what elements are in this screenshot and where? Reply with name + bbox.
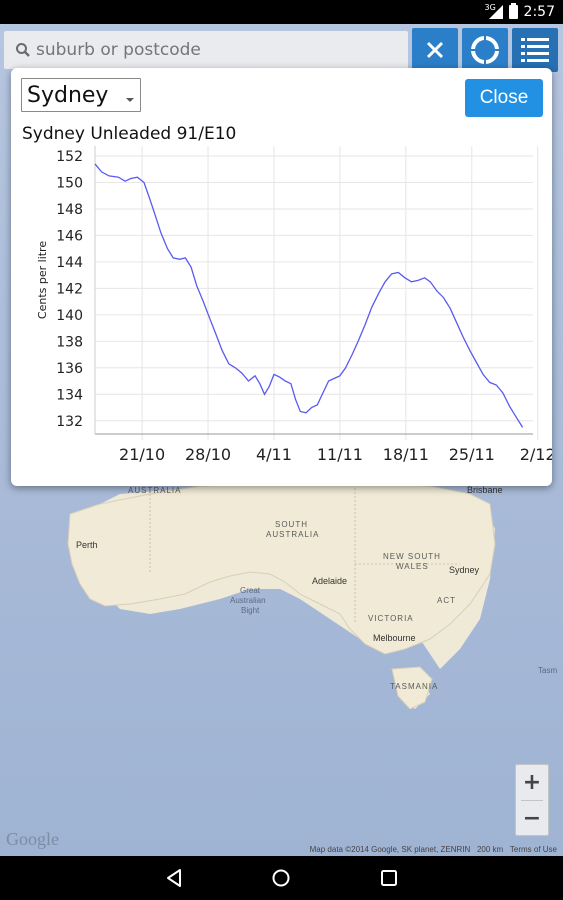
search-box bbox=[4, 31, 408, 69]
x-tick-label: 25/11 bbox=[449, 445, 495, 464]
y-tick-label: 136 bbox=[56, 361, 83, 377]
y-tick-label: 150 bbox=[56, 175, 83, 191]
y-tick-label: 148 bbox=[56, 202, 83, 218]
map-label-nsw-2: WALES bbox=[396, 562, 429, 571]
x-tick-label: 4/11 bbox=[256, 445, 292, 464]
search-toolbar bbox=[0, 24, 563, 76]
zoom-divider bbox=[521, 800, 543, 801]
battery-icon bbox=[508, 3, 518, 19]
back-button[interactable] bbox=[159, 863, 189, 893]
map-label-south-australia: AUSTRALIA bbox=[266, 530, 320, 539]
list-view-button[interactable] bbox=[512, 28, 558, 72]
map-label-nsw-1: NEW SOUTH bbox=[383, 552, 441, 561]
map-attribution: Map data ©2014 Google, SK planet, ZENRIN… bbox=[309, 845, 557, 854]
australia-map-shape bbox=[67, 481, 496, 710]
y-tick-label: 142 bbox=[56, 281, 83, 297]
close-icon bbox=[426, 41, 444, 59]
y-tick-label: 140 bbox=[56, 308, 83, 324]
chart-title: Sydney Unleaded 91/E10 bbox=[22, 124, 237, 144]
map-label-australia: AUSTRALIA bbox=[128, 486, 182, 495]
status-time: 2:57 bbox=[523, 4, 555, 20]
y-tick-label: 152 bbox=[56, 149, 83, 165]
map-label-tasmania: TASMANIA bbox=[390, 682, 439, 691]
y-tick-label: 134 bbox=[56, 387, 83, 403]
clear-search-button[interactable] bbox=[412, 28, 458, 72]
back-icon bbox=[166, 869, 181, 887]
navigation-bar bbox=[0, 856, 563, 900]
home-button[interactable] bbox=[266, 863, 296, 893]
city-sydney[interactable]: Sydney bbox=[449, 565, 480, 575]
terms-link[interactable]: Terms of Use bbox=[509, 845, 557, 854]
x-tick-label: 18/11 bbox=[383, 445, 429, 464]
price-line-chart: 152 150 148 146 144 142 140 138 136 134 132 21/10 28… bbox=[36, 146, 552, 464]
zoom-controls: + − bbox=[515, 764, 549, 836]
close-button[interactable]: Close bbox=[465, 79, 543, 117]
city-select[interactable]: Sydney bbox=[21, 78, 141, 112]
map-label-tasman: Tasm bbox=[538, 666, 558, 675]
x-tick-label: 21/10 bbox=[119, 445, 165, 464]
search-icon bbox=[12, 39, 34, 61]
signal-icon: 3G bbox=[485, 3, 503, 19]
city-perth[interactable]: Perth bbox=[76, 540, 98, 550]
home-icon bbox=[272, 869, 290, 887]
y-tick-label: 144 bbox=[56, 255, 83, 271]
dropdown-caret-icon bbox=[126, 98, 134, 102]
city-brisbane[interactable]: Brisbane bbox=[467, 485, 503, 495]
map-label-bight-1: Great bbox=[240, 586, 261, 595]
lifebuoy-icon bbox=[471, 36, 499, 64]
city-adelaide[interactable]: Adelaide bbox=[312, 576, 348, 586]
y-tick-label: 146 bbox=[56, 228, 83, 244]
map-label-south: SOUTH bbox=[275, 520, 308, 529]
city-select-value: Sydney bbox=[27, 82, 109, 108]
y-tick-label: 138 bbox=[56, 334, 83, 350]
recents-icon bbox=[381, 870, 398, 886]
price-history-dialog: Sydney Close Sydney Unleaded 91/E10 152 1… bbox=[11, 68, 552, 486]
list-icon bbox=[521, 38, 549, 62]
x-tick-label: 2/12 bbox=[520, 445, 552, 464]
map-label-bight-2: Australian bbox=[230, 596, 266, 605]
locate-button[interactable] bbox=[462, 28, 508, 72]
zoom-in-button[interactable]: + bbox=[522, 770, 542, 795]
map-label-bight-3: Bight bbox=[241, 606, 260, 615]
y-axis-label: Cents per litre bbox=[36, 241, 49, 319]
recents-button[interactable] bbox=[374, 863, 404, 893]
google-logo: Google bbox=[6, 829, 59, 849]
price-series-line bbox=[94, 163, 524, 428]
zoom-out-button[interactable]: − bbox=[522, 806, 542, 831]
y-tick-label: 132 bbox=[56, 414, 83, 430]
map-label-victoria: VICTORIA bbox=[368, 614, 414, 623]
x-tick-label: 28/10 bbox=[185, 445, 231, 464]
x-tick-label: 11/11 bbox=[317, 445, 363, 464]
search-input[interactable] bbox=[36, 40, 400, 60]
city-melbourne[interactable]: Melbourne bbox=[373, 633, 416, 643]
status-bar: 3G 2:57 bbox=[0, 0, 563, 24]
map-label-act: ACT bbox=[437, 596, 456, 605]
